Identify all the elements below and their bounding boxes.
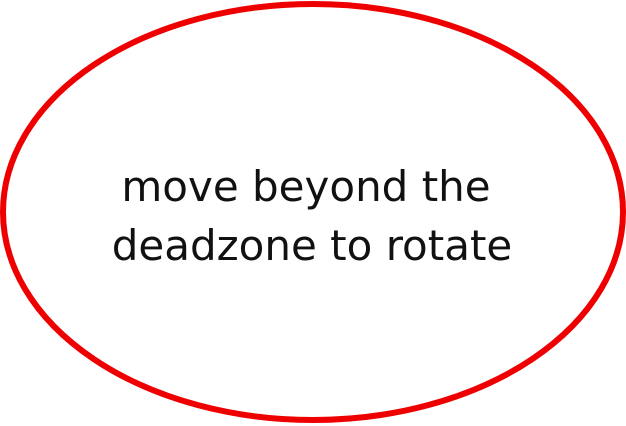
hint-text-line-2: deadzone to rotate: [112, 221, 513, 270]
hint-text-line-1: move beyond the: [121, 162, 490, 211]
